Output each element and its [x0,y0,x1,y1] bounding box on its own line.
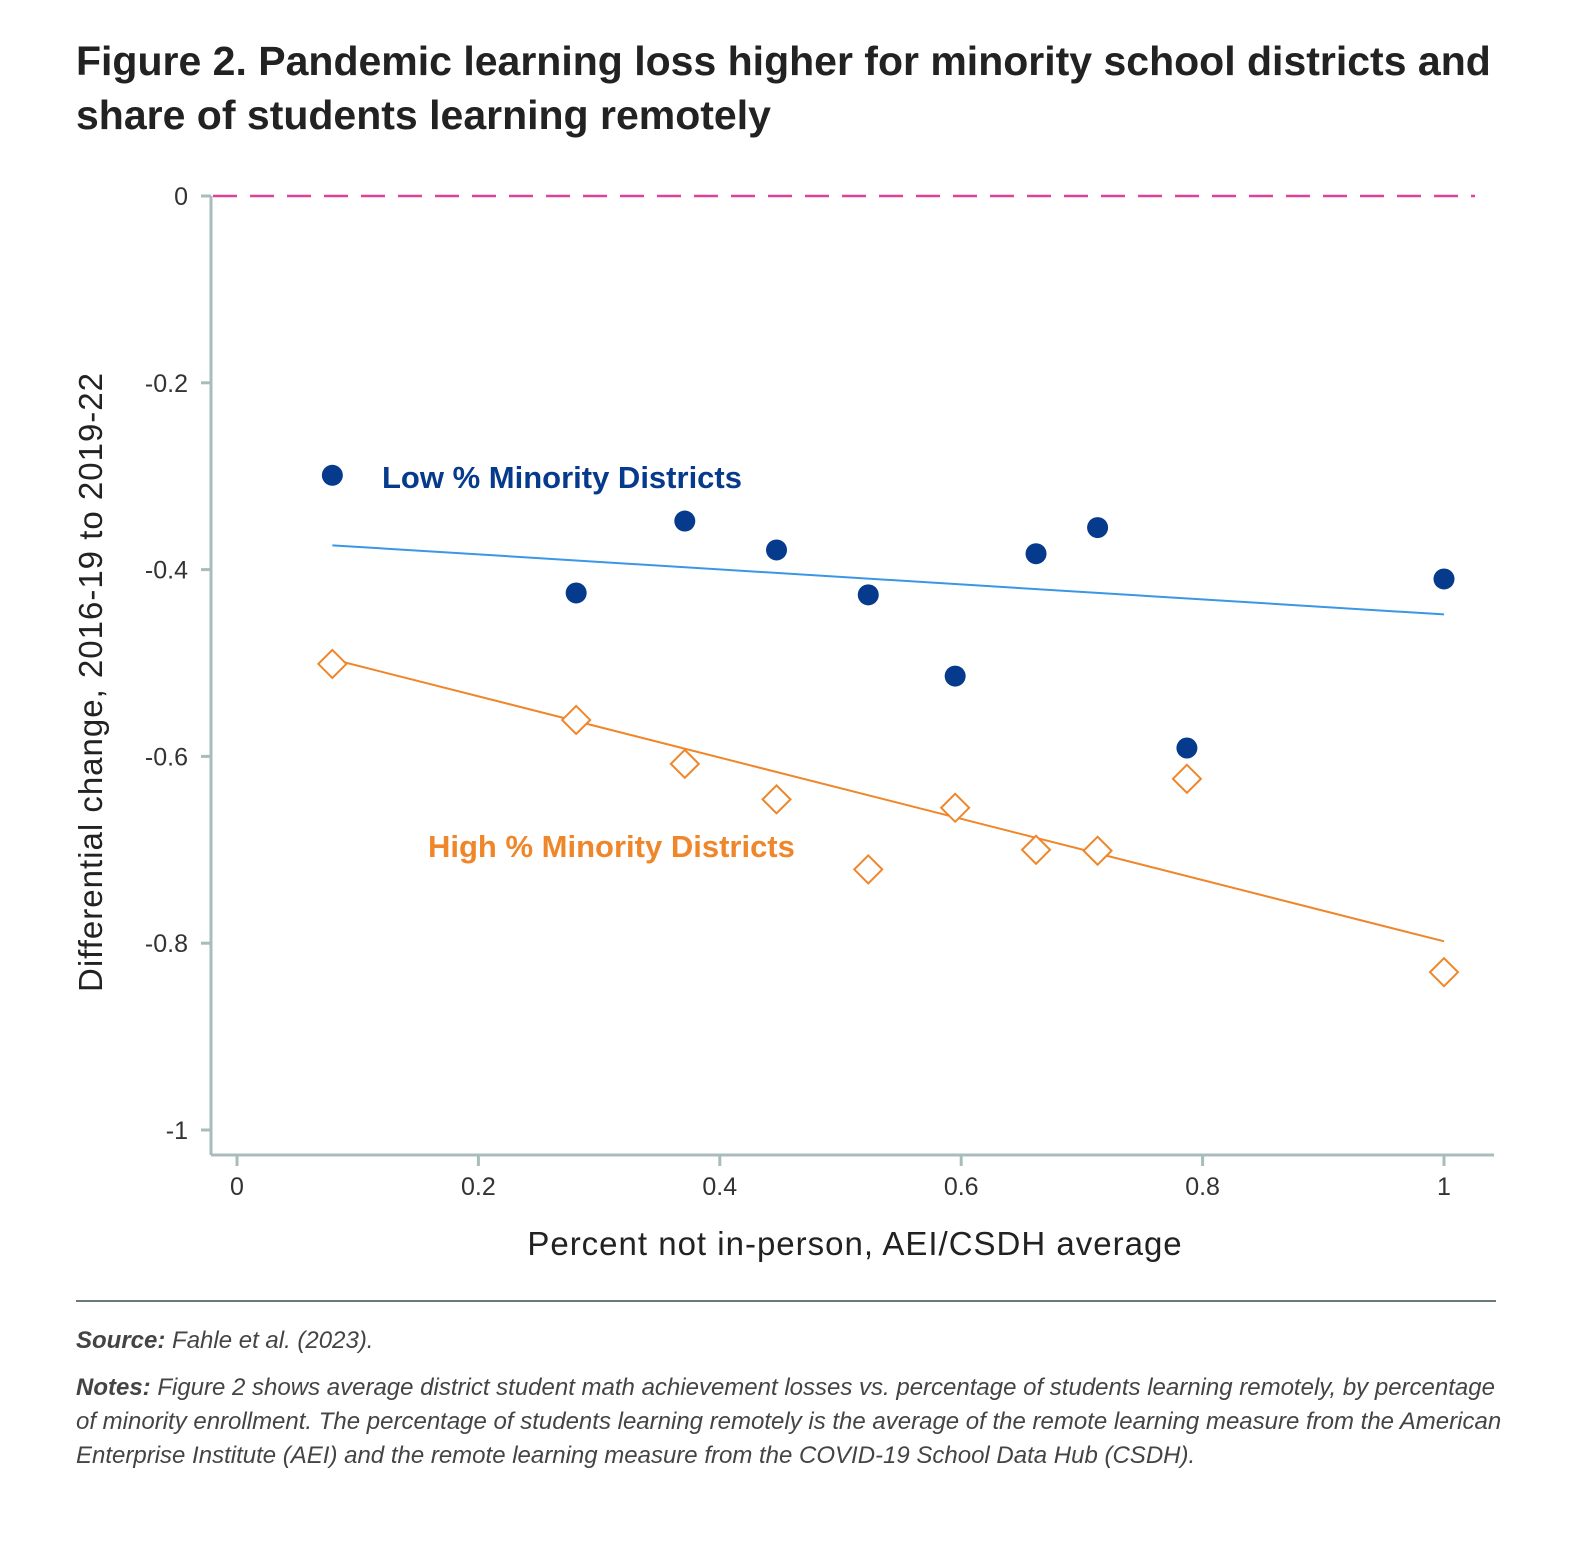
source-note: Source: Fahle et al. (2023). [76,1324,1516,1358]
x-tick-label: 0.4 [702,1173,737,1201]
low-minority-point [766,539,788,561]
low-minority-fit-line [332,544,1445,616]
y-tick-label: -1 [166,1117,188,1145]
axes: 0 -0.2 -0.4 -0.6 -0.8 -1 0 0.2 0.4 0.6 0.8 1 [145,183,1494,1201]
high-minority-fit-line [332,658,1445,943]
x-tick-label: 0.2 [461,1173,496,1201]
low-minority-point [321,464,343,486]
x-axis-label: Percent not in-person, AEI/CSDH average [527,1225,1182,1262]
x-tick-label: 0.8 [1185,1173,1220,1201]
high-minority-point [1428,956,1460,988]
high-minority-point [1020,834,1052,866]
y-tick-label: 0 [174,183,188,211]
legend-low-minority: Low % Minority Districts [382,460,742,495]
low-minority-point [1433,568,1455,590]
low-minority-point [1087,517,1109,539]
y-axis-label: Differential change, 2016-19 to 2019-22 [72,372,109,992]
x-tick-label: 0 [230,1173,244,1201]
y-tick-label: -0.4 [145,557,188,585]
legend-high-minority: High % Minority Districts [428,829,795,864]
low-minority-point [857,584,879,606]
scatter-chart: 0 -0.2 -0.4 -0.6 -0.8 -1 0 0.2 0.4 0.6 0.8 1 Differ… [72,183,1494,1262]
footer-divider [76,1300,1496,1302]
source-label: Source: [76,1327,166,1354]
y-tick-label: -0.6 [145,743,188,771]
x-tick-label: 0.6 [944,1173,979,1201]
low-minority-point [944,665,966,687]
y-tick-label: -0.8 [145,930,188,958]
notes: Notes: Figure 2 shows average district s… [76,1371,1516,1473]
y-tick-label: -0.2 [145,370,188,398]
high-minority-point [852,853,884,885]
high-minority-point [560,704,592,736]
source-text: Fahle et al. (2023). [172,1327,374,1354]
high-minority-point [1171,763,1203,795]
high-minority-point [761,783,792,815]
notes-label: Notes: [76,1374,151,1401]
high-minority-point [1082,835,1114,867]
chart-title: Figure 2. Pandemic learning loss higher … [76,38,1491,138]
low-minority-point [1025,543,1047,565]
high-minority-point [939,792,971,824]
low-minority-point [1176,737,1198,759]
notes-text: Figure 2 shows average district student … [76,1374,1502,1469]
high-minority-point [316,648,348,680]
low-minority-point [674,510,696,532]
x-tick-label: 1 [1437,1173,1451,1201]
high-minority-point [669,748,701,780]
marks [316,464,1460,988]
low-minority-point [565,582,587,604]
